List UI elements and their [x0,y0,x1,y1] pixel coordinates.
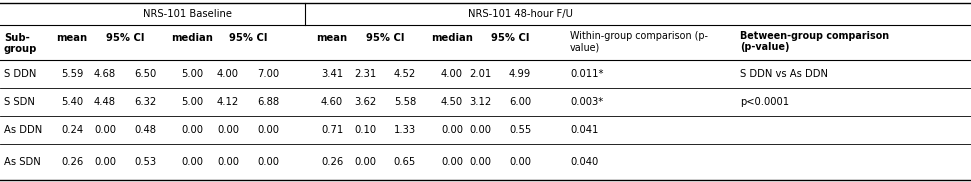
Text: 2.01: 2.01 [469,69,491,79]
Text: 95% CI: 95% CI [490,33,529,43]
Text: 0.00: 0.00 [469,157,491,167]
Text: 4.12: 4.12 [217,97,239,107]
Text: mean: mean [56,33,87,43]
Text: 4.60: 4.60 [321,97,343,107]
Text: 3.41: 3.41 [321,69,343,79]
Text: S DDN: S DDN [4,69,36,79]
Text: p<0.0001: p<0.0001 [740,97,789,107]
Text: 5.58: 5.58 [394,97,417,107]
Text: mean: mean [317,33,348,43]
Text: S DDN vs As DDN: S DDN vs As DDN [740,69,828,79]
Text: 4.99: 4.99 [509,69,531,79]
Text: median: median [171,33,213,43]
Text: 95% CI: 95% CI [229,33,267,43]
Text: 0.24: 0.24 [61,125,84,135]
Text: 95% CI: 95% CI [366,33,404,43]
Text: (p-value): (p-value) [740,42,789,52]
Text: 0.00: 0.00 [354,157,376,167]
Text: 0.00: 0.00 [441,125,463,135]
Text: value): value) [570,42,600,52]
Text: 0.041: 0.041 [570,125,598,135]
Text: S SDN: S SDN [4,97,35,107]
Text: Within-group comparison (p-: Within-group comparison (p- [570,31,708,41]
Text: Sub-: Sub- [4,33,30,43]
Text: 4.48: 4.48 [94,97,116,107]
Text: 5.40: 5.40 [61,97,84,107]
Text: 0.00: 0.00 [441,157,463,167]
Text: 0.71: 0.71 [320,125,343,135]
Text: group: group [4,44,37,54]
Text: 0.53: 0.53 [134,157,156,167]
Text: 0.00: 0.00 [217,157,239,167]
Text: 7.00: 7.00 [257,69,279,79]
Text: 0.00: 0.00 [509,157,531,167]
Text: 0.00: 0.00 [257,125,279,135]
Text: 5.00: 5.00 [181,69,203,79]
Text: 0.55: 0.55 [509,125,531,135]
Text: 4.00: 4.00 [217,69,239,79]
Text: 0.00: 0.00 [469,125,491,135]
Text: 4.50: 4.50 [441,97,463,107]
Text: 0.003*: 0.003* [570,97,603,107]
Text: As SDN: As SDN [4,157,41,167]
Text: 0.00: 0.00 [94,125,116,135]
Text: 0.10: 0.10 [354,125,376,135]
Text: 6.00: 6.00 [509,97,531,107]
Text: 3.62: 3.62 [353,97,376,107]
Text: 2.31: 2.31 [353,69,376,79]
Text: 0.040: 0.040 [570,157,598,167]
Text: 0.011*: 0.011* [570,69,604,79]
Text: 3.12: 3.12 [469,97,491,107]
Text: 0.48: 0.48 [134,125,156,135]
Text: 1.33: 1.33 [394,125,416,135]
Text: 5.00: 5.00 [181,97,203,107]
Text: 4.52: 4.52 [394,69,417,79]
Text: 0.00: 0.00 [181,157,203,167]
Text: 6.32: 6.32 [134,97,156,107]
Text: NRS-101 Baseline: NRS-101 Baseline [143,9,232,19]
Text: 0.26: 0.26 [61,157,84,167]
Text: NRS-101 48-hour F/U: NRS-101 48-hour F/U [467,9,573,19]
Text: 0.00: 0.00 [181,125,203,135]
Text: 95% CI: 95% CI [106,33,145,43]
Text: 0.00: 0.00 [257,157,279,167]
Text: 0.65: 0.65 [394,157,417,167]
Text: 0.26: 0.26 [320,157,343,167]
Text: 6.50: 6.50 [134,69,156,79]
Text: 4.00: 4.00 [441,69,463,79]
Text: 0.00: 0.00 [217,125,239,135]
Text: Between-group comparison: Between-group comparison [740,31,889,41]
Text: 6.88: 6.88 [257,97,279,107]
Text: 0.00: 0.00 [94,157,116,167]
Text: median: median [431,33,473,43]
Text: As DDN: As DDN [4,125,43,135]
Text: 4.68: 4.68 [94,69,117,79]
Text: 5.59: 5.59 [61,69,84,79]
